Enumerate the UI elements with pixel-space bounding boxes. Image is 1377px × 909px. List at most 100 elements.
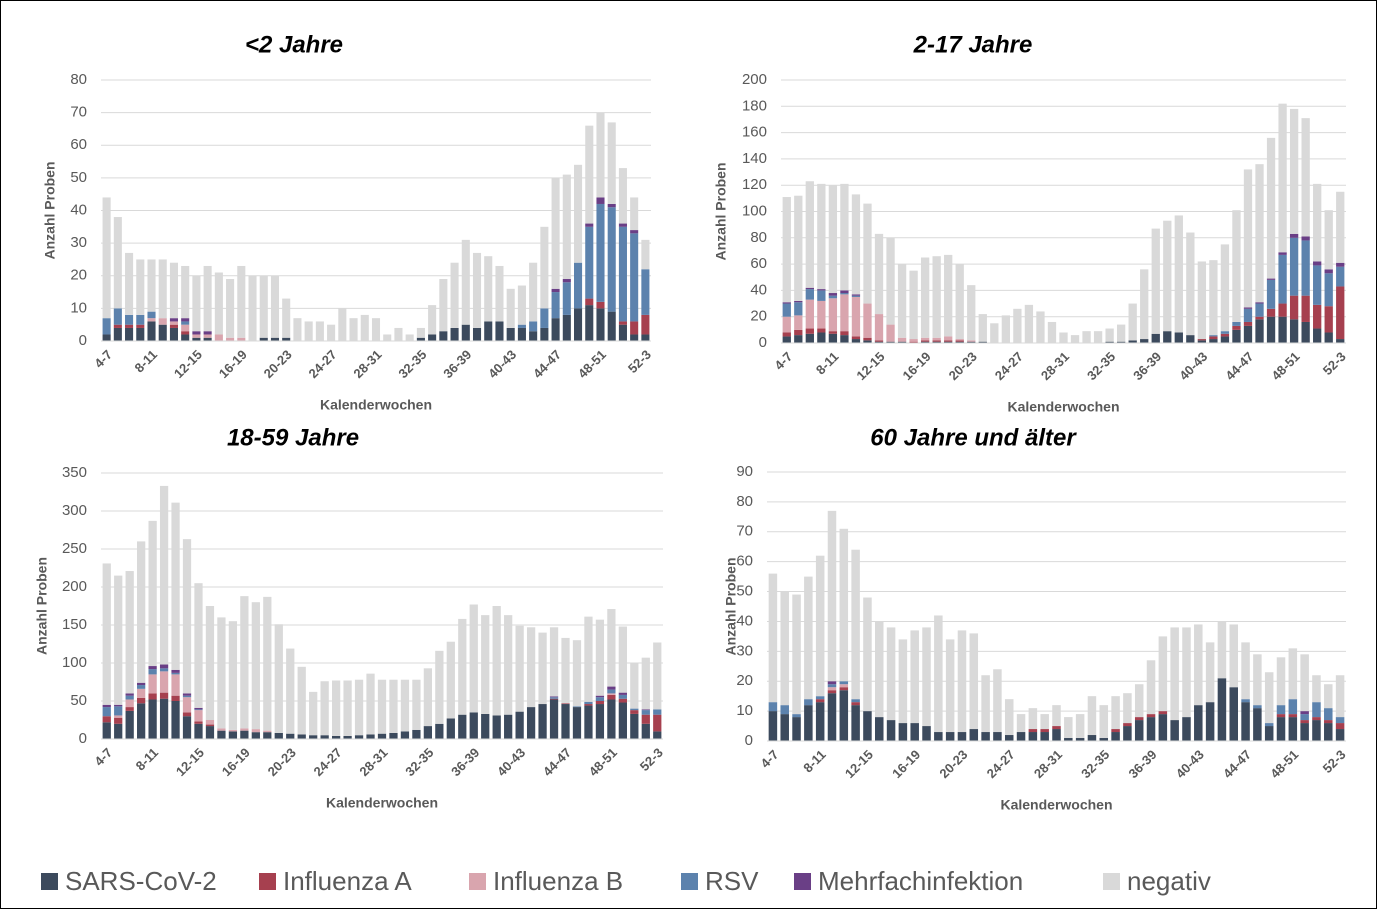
x-tick-label: 40-43 — [494, 745, 528, 779]
bar-segment — [1241, 699, 1250, 703]
bar-segment — [805, 333, 814, 343]
bar-segment — [585, 223, 594, 227]
bar-segment — [1312, 702, 1321, 718]
bar-segment — [607, 311, 616, 341]
bar-segment — [607, 203, 616, 208]
chart-title: <2 Jahre — [245, 31, 343, 58]
y-axis-title: Anzahl Proben — [713, 162, 729, 260]
bar-segment — [607, 686, 616, 690]
bar-segment — [1024, 304, 1034, 343]
bar-segment — [148, 674, 157, 694]
bar-segment — [828, 331, 838, 334]
bar-segment — [320, 681, 329, 736]
bar-segment — [515, 711, 524, 739]
bar-segment — [932, 341, 941, 343]
bar-segment — [182, 716, 192, 739]
bar-segment — [551, 177, 560, 289]
bar-segment — [371, 318, 381, 341]
bar-segment — [1146, 714, 1156, 718]
bar-segment — [1255, 303, 1264, 317]
bar-segment — [630, 663, 639, 709]
bar-segment — [1301, 240, 1310, 296]
bar-segment — [1209, 336, 1218, 340]
bar-segment — [574, 262, 583, 309]
bar-segment — [1220, 331, 1230, 334]
bar-segment — [1111, 732, 1120, 741]
bar-segment — [768, 711, 778, 741]
bar-segment — [251, 732, 260, 739]
bar-segment — [1209, 335, 1218, 337]
bar-segment — [782, 336, 791, 343]
bar-segment — [1075, 738, 1085, 741]
bar-segment — [1278, 316, 1287, 343]
bar-segment — [595, 695, 605, 698]
bar-segment — [309, 691, 318, 736]
bar-segment — [886, 341, 895, 343]
y-tick-label: 20 — [750, 308, 767, 325]
bar-segment — [1117, 324, 1126, 342]
bar-segment — [1117, 341, 1126, 343]
bar-segment — [955, 264, 964, 340]
bar-segment — [102, 197, 111, 319]
bar-segment — [1075, 714, 1085, 739]
bar-segment — [641, 334, 650, 341]
bar-segment — [1013, 308, 1022, 343]
y-tick-label: 60 — [736, 553, 753, 570]
x-tick-label: 12-15 — [842, 747, 876, 781]
bar-segment — [840, 335, 849, 343]
bar-segment — [492, 715, 501, 739]
bar-segment — [618, 694, 627, 699]
bar-segment — [1111, 729, 1120, 733]
y-tick-label: 10 — [70, 299, 87, 316]
bar-segment — [226, 279, 235, 338]
bar-segment — [574, 164, 583, 263]
bar-segment — [228, 731, 238, 739]
bar-segment — [1040, 714, 1049, 730]
y-tick-label: 80 — [736, 493, 753, 510]
chart-title: 18-59 Jahre — [227, 424, 359, 451]
bar-segment — [194, 723, 203, 739]
bar-segment — [1134, 720, 1144, 741]
bar-segment — [607, 694, 616, 700]
bar-segment — [214, 334, 223, 341]
bar-segment — [1151, 228, 1160, 334]
bar-segment — [1232, 329, 1241, 343]
bar-segment — [205, 724, 215, 727]
y-tick-label: 180 — [742, 97, 767, 114]
bar-segment — [1140, 339, 1149, 343]
bar-segment — [562, 174, 571, 280]
bar-segment — [360, 314, 369, 341]
bar-segment — [102, 707, 111, 717]
x-tick-label: 36-39 — [1125, 747, 1159, 781]
bar-segment — [354, 735, 364, 739]
bar-segment — [595, 619, 605, 696]
bar-segment — [228, 729, 238, 732]
bar-segment — [839, 687, 849, 691]
y-tick-label: 300 — [62, 502, 87, 519]
bar-segment — [1128, 303, 1137, 341]
bar-segment — [1146, 717, 1156, 741]
bar-segment — [574, 308, 583, 341]
bar-segment — [1278, 303, 1287, 317]
bar-segment — [529, 262, 538, 322]
bar-segment — [1004, 735, 1014, 741]
y-tick-label: 140 — [742, 150, 767, 167]
y-tick-label: 0 — [745, 732, 753, 749]
bar-segment — [782, 303, 791, 317]
bar-segment — [851, 296, 861, 337]
bar-segment — [1301, 321, 1310, 343]
bar-segment — [1324, 273, 1333, 307]
bar-segment — [922, 627, 931, 727]
bar-segment — [607, 207, 616, 312]
bar-segment — [641, 314, 650, 335]
x-tick-label: 52-3 — [1320, 747, 1349, 776]
bar-segment — [653, 731, 662, 739]
bar-segment — [506, 327, 515, 341]
bar-segment — [458, 618, 467, 715]
bar-segment — [1243, 325, 1253, 343]
bar-segment — [102, 334, 111, 341]
bar-segment — [181, 321, 190, 325]
bar-segment — [1289, 319, 1299, 343]
bar-segment — [1289, 295, 1299, 320]
bar-segment — [113, 324, 122, 328]
